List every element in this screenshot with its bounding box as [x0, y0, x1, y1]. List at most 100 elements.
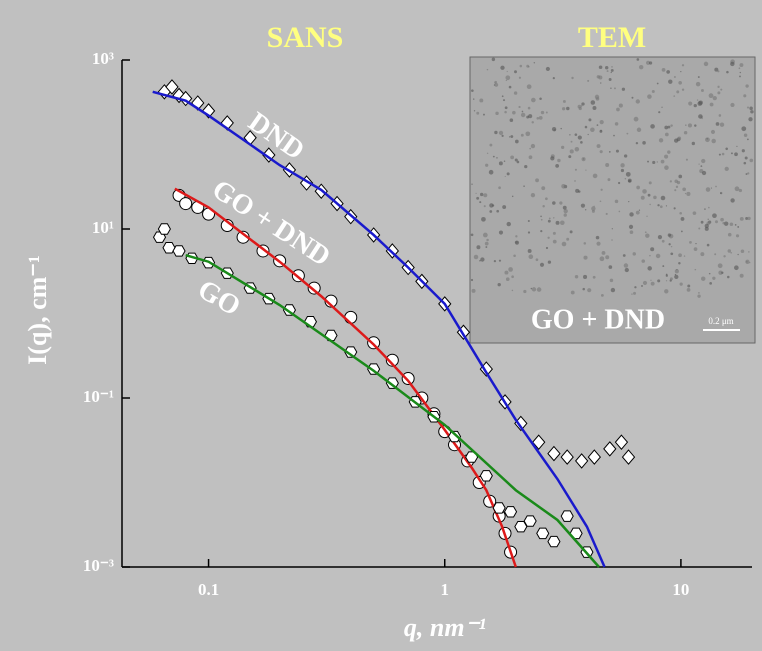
texture-speck [705, 187, 711, 192]
tem-inset [469, 56, 756, 344]
texture-speck [560, 127, 562, 130]
texture-speck [655, 253, 661, 259]
y-axis-label: I(q), cm⁻¹ [23, 255, 52, 365]
texture-speck [697, 76, 700, 79]
texture-speck [574, 274, 579, 279]
texture-speck [636, 185, 640, 190]
texture-speck [607, 178, 611, 182]
texture-speck [541, 186, 546, 191]
data-point [172, 245, 186, 257]
texture-speck [698, 227, 701, 230]
inset-label: GO + DND [531, 304, 665, 335]
texture-speck [747, 172, 750, 175]
texture-speck [658, 111, 661, 114]
texture-speck [561, 183, 566, 189]
texture-speck [498, 186, 501, 190]
texture-speck [540, 215, 542, 218]
texture-speck [523, 185, 525, 187]
texture-speck [498, 161, 503, 166]
texture-speck [743, 133, 748, 138]
texture-speck [720, 192, 722, 195]
texture-speck [610, 68, 614, 72]
texture-speck [650, 281, 655, 286]
texture-speck [624, 177, 627, 180]
texture-speck [539, 262, 545, 267]
texture-speck [497, 282, 501, 287]
texture-speck [508, 136, 511, 138]
texture-speck [719, 122, 725, 127]
texture-speck [664, 154, 669, 159]
texture-speck [661, 68, 666, 72]
texture-speck [635, 210, 640, 215]
texture-speck [730, 198, 735, 203]
texture-speck [701, 158, 706, 164]
texture-speck [496, 157, 498, 159]
texture-speck [682, 187, 687, 192]
texture-speck [574, 133, 578, 136]
texture-speck [729, 222, 734, 226]
texture-speck [749, 106, 753, 111]
texture-speck [661, 106, 663, 108]
texture-speck [596, 241, 601, 246]
texture-speck [739, 75, 741, 78]
texture-speck [581, 157, 586, 162]
texture-speck [647, 94, 652, 99]
texture-speck [709, 102, 714, 107]
texture-speck [498, 230, 504, 235]
texture-speck [527, 248, 532, 253]
texture-speck [614, 199, 619, 204]
texture-speck [530, 287, 533, 290]
texture-speck [527, 106, 531, 110]
texture-speck [561, 145, 565, 149]
texture-speck [547, 236, 550, 239]
texture-speck [528, 114, 533, 119]
texture-speck [698, 163, 700, 165]
texture-speck [523, 289, 527, 294]
texture-speck [531, 287, 537, 292]
texture-speck [687, 284, 691, 288]
texture-speck [657, 235, 663, 240]
texture-speck [748, 251, 750, 253]
texture-speck [600, 82, 602, 84]
texture-speck [599, 150, 603, 154]
texture-speck [708, 206, 710, 209]
y-tick-label: 10¹ [92, 218, 114, 237]
texture-speck [547, 260, 552, 264]
texture-speck [685, 124, 687, 126]
texture-speck [569, 230, 573, 234]
texture-speck [613, 87, 616, 90]
data-point [344, 310, 358, 324]
texture-speck [496, 209, 500, 213]
texture-speck [550, 156, 555, 161]
data-point [479, 470, 493, 482]
texture-speck [650, 279, 652, 281]
texture-speck [680, 217, 685, 221]
texture-speck [627, 178, 632, 183]
texture-speck [488, 169, 494, 175]
texture-speck [651, 89, 655, 93]
texture-speck [635, 141, 639, 145]
texture-speck [744, 156, 748, 160]
texture-speck [535, 178, 539, 183]
texture-speck [470, 233, 474, 237]
texture-speck [649, 203, 651, 206]
data-point [621, 449, 636, 465]
texture-speck [531, 97, 536, 103]
texture-speck [673, 75, 676, 78]
texture-speck [727, 232, 732, 237]
texture-speck [508, 267, 513, 272]
data-point [157, 223, 171, 235]
texture-speck [673, 95, 676, 97]
texture-speck [718, 114, 722, 117]
texture-speck [674, 274, 679, 280]
texture-speck [476, 245, 481, 250]
texture-speck [504, 106, 508, 110]
texture-speck [581, 105, 583, 107]
texture-speck [608, 78, 612, 81]
texture-speck [683, 255, 686, 257]
texture-speck [610, 71, 612, 74]
texture-speck [638, 64, 644, 70]
texture-speck [674, 189, 677, 192]
texture-speck [669, 180, 672, 183]
texture-speck [730, 152, 733, 155]
